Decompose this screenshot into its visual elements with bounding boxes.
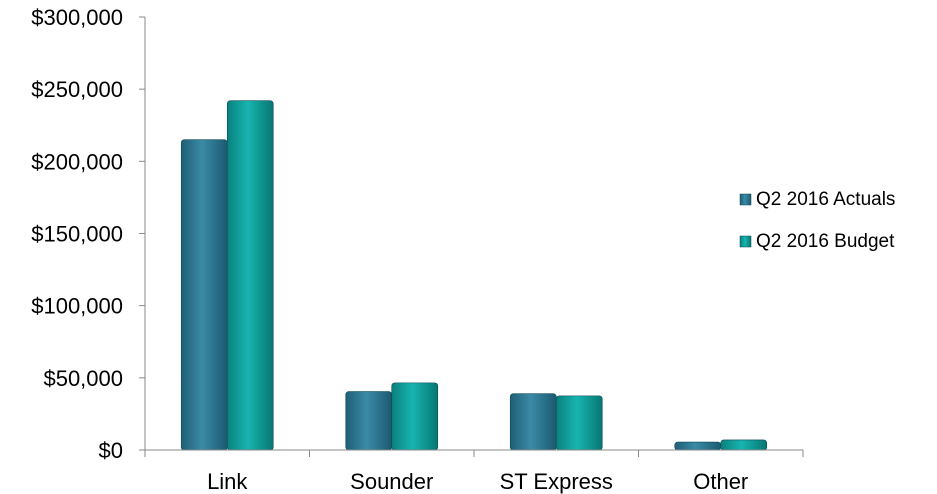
legend-label: Q2 2016 Budget bbox=[756, 231, 895, 252]
legend-label: Q2 2016 Actuals bbox=[756, 189, 895, 210]
legend-swatch bbox=[739, 235, 752, 248]
x-category-label: Sounder bbox=[350, 469, 433, 494]
bar-budget bbox=[555, 395, 603, 451]
y-tick-label: $300,000 bbox=[31, 5, 123, 30]
x-category-label: Link bbox=[207, 469, 248, 494]
bar-actuals bbox=[509, 393, 557, 451]
bar-actuals bbox=[180, 139, 228, 451]
y-tick-label: $150,000 bbox=[31, 222, 123, 247]
y-tick-label: $50,000 bbox=[43, 366, 123, 391]
y-tick-label: $250,000 bbox=[31, 77, 123, 102]
bars-group bbox=[180, 100, 768, 451]
y-tick-label: $0 bbox=[99, 438, 123, 463]
legend-swatch bbox=[739, 193, 752, 206]
axes bbox=[144, 17, 804, 457]
legend: Q2 2016 Actuals Q2 2016 Budget bbox=[739, 189, 895, 252]
y-tick-label: $100,000 bbox=[31, 294, 123, 319]
x-category-label: ST Express bbox=[500, 469, 613, 494]
bar-budget bbox=[391, 382, 439, 451]
x-axis-labels: Link Sounder ST Express Other bbox=[207, 469, 748, 494]
bar-actuals bbox=[674, 441, 722, 451]
bar-actuals bbox=[345, 391, 393, 451]
y-axis-ticks: $0 $50,000 $100,000 $150,000 $200,000 $250,00… bbox=[31, 5, 145, 463]
x-category-label: Other bbox=[693, 469, 748, 494]
y-tick-label: $200,000 bbox=[31, 149, 123, 174]
bar-budget bbox=[226, 100, 274, 451]
bar-budget bbox=[720, 439, 768, 451]
